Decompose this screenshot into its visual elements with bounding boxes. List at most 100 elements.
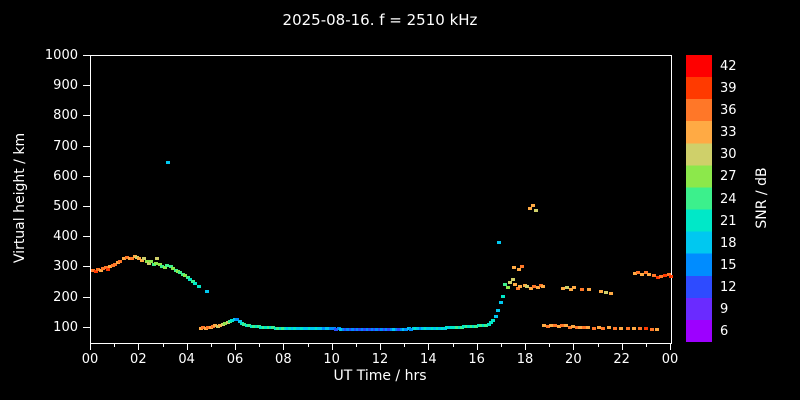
- data-point: [392, 328, 397, 332]
- data-point: [481, 323, 486, 327]
- data-point: [341, 328, 346, 332]
- data-point: [130, 256, 135, 260]
- data-point: [218, 323, 223, 327]
- x-tick-label: 04: [178, 352, 195, 367]
- data-point: [269, 326, 274, 330]
- data-point: [503, 283, 508, 287]
- data-point: [508, 280, 513, 284]
- data-point: [513, 283, 518, 287]
- data-point: [666, 273, 671, 277]
- colorbar-tick-label: 18: [720, 235, 737, 251]
- data-point: [520, 264, 525, 268]
- data-point: [149, 260, 154, 264]
- data-point: [649, 328, 654, 332]
- y-tick-label: 400: [53, 229, 78, 245]
- x-tick-label: 00: [81, 352, 99, 367]
- data-point: [271, 326, 276, 330]
- plot-area: [90, 55, 673, 344]
- y-tick-label: 700: [53, 138, 78, 154]
- data-point: [203, 326, 208, 330]
- x-tick-mark: [138, 343, 140, 350]
- data-point: [596, 326, 601, 330]
- data-point: [178, 271, 183, 275]
- data-point: [278, 326, 283, 330]
- data-point: [655, 275, 660, 279]
- data-point: [300, 327, 305, 331]
- data-point: [433, 326, 438, 330]
- data-point: [305, 327, 310, 331]
- data-point: [613, 326, 618, 330]
- data-point: [244, 323, 249, 327]
- data-point: [632, 271, 637, 275]
- data-point: [582, 325, 586, 329]
- data-point: [406, 327, 411, 331]
- data-point: [532, 284, 537, 288]
- data-point: [154, 261, 159, 265]
- data-point: [571, 325, 576, 329]
- data-point: [418, 327, 423, 331]
- data-point: [295, 327, 300, 331]
- data-point: [525, 285, 530, 289]
- x-tick-mark: [670, 343, 671, 350]
- data-point: [517, 285, 522, 289]
- data-point: [266, 325, 271, 329]
- data-point: [414, 327, 419, 331]
- data-point: [368, 328, 373, 332]
- y-tick-mark: [83, 296, 90, 298]
- data-point: [103, 266, 108, 270]
- data-point: [206, 325, 211, 329]
- colorbar-tick-label: 39: [720, 81, 737, 97]
- data-point: [211, 325, 216, 329]
- data-point: [139, 258, 144, 262]
- data-point: [285, 326, 290, 330]
- data-point: [176, 270, 180, 274]
- data-point: [281, 326, 286, 330]
- data-point: [586, 287, 591, 291]
- data-point: [515, 287, 520, 291]
- y-tick-mark: [83, 326, 90, 328]
- data-point: [574, 325, 579, 329]
- y-tick-label: 1000: [44, 48, 78, 63]
- data-point: [127, 257, 132, 261]
- data-point: [643, 327, 648, 331]
- data-point: [457, 325, 462, 329]
- colorbar-gradient: [686, 55, 712, 342]
- data-point: [247, 324, 252, 328]
- data-point: [259, 325, 264, 329]
- x-tick-label: 10: [323, 352, 340, 367]
- chart-title: 2025-08-16. f = 2510 kHz: [282, 11, 478, 29]
- data-point: [160, 264, 165, 268]
- data-point: [421, 327, 426, 331]
- data-point: [293, 326, 298, 330]
- data-point: [213, 324, 218, 328]
- data-point: [312, 327, 317, 331]
- data-point: [527, 206, 532, 210]
- data-point: [205, 290, 209, 294]
- data-point: [329, 327, 334, 331]
- data-point: [447, 326, 452, 330]
- data-point: [511, 266, 516, 270]
- data-point: [360, 328, 365, 332]
- data-point: [445, 326, 450, 330]
- data-point: [155, 257, 160, 261]
- data-point: [98, 268, 103, 272]
- data-point: [568, 287, 573, 291]
- x-tick-mark: [331, 343, 333, 350]
- data-point: [430, 326, 435, 330]
- data-point: [497, 240, 502, 244]
- x-tick-label: 00: [661, 352, 679, 367]
- x-tick-mark: [380, 343, 381, 350]
- data-point: [579, 288, 584, 292]
- y-tick-label: 900: [53, 78, 78, 94]
- y-tick-label: 300: [53, 259, 78, 275]
- data-point: [636, 270, 641, 274]
- data-point: [428, 327, 433, 331]
- x-tick-mark: [621, 343, 623, 350]
- data-point: [365, 328, 370, 332]
- data-points-layer: [91, 56, 673, 343]
- colorbar-tick-label: 42: [720, 59, 737, 75]
- data-point: [196, 285, 201, 289]
- data-point: [113, 262, 118, 266]
- x-tick-label: 18: [516, 352, 534, 367]
- data-point: [668, 274, 673, 278]
